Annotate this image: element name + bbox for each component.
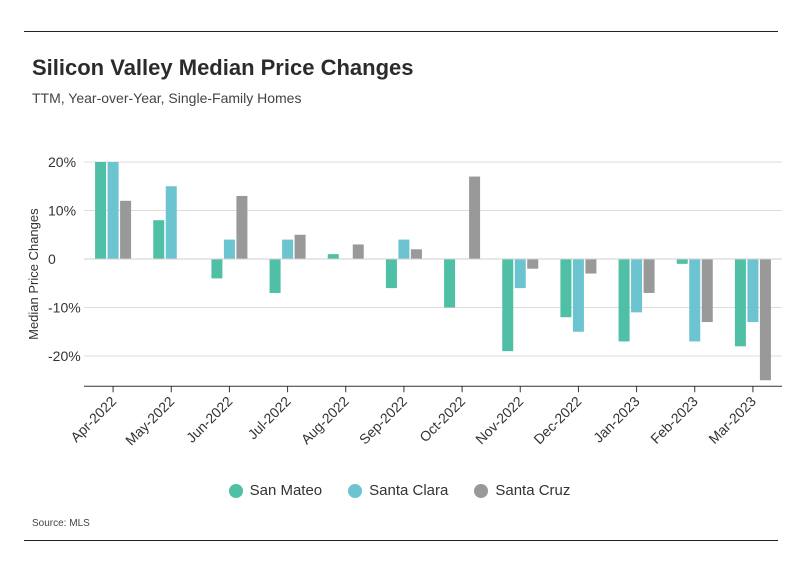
bar-santa-cruz-feb-2023	[701, 259, 713, 323]
x-tick-label: Oct-2022	[416, 393, 468, 445]
bar-santa-cruz-mar-2023	[759, 259, 771, 381]
bar-santa-clara-mar-2023	[747, 259, 759, 323]
bar-san-mateo-sep-2022	[385, 259, 397, 289]
bar-santa-clara-sep-2022	[398, 239, 410, 259]
bar-san-mateo-aug-2022	[327, 254, 339, 259]
legend-item-santa-cruz: Santa Cruz	[474, 482, 570, 499]
x-tick-label: Nov-2022	[472, 393, 526, 447]
x-tick-label: Jan-2023	[590, 393, 643, 446]
y-tick-label: 0	[48, 251, 56, 267]
legend-swatch	[348, 483, 363, 498]
bar-santa-cruz-dec-2022	[585, 259, 597, 274]
bar-san-mateo-jun-2022	[211, 259, 223, 279]
bar-san-mateo-dec-2022	[560, 259, 572, 318]
legend-item-santa-clara: Santa Clara	[348, 482, 448, 499]
bar-santa-cruz-nov-2022	[527, 259, 539, 269]
bar-santa-cruz-sep-2022	[410, 249, 422, 259]
bar-santa-clara-dec-2022	[572, 259, 584, 332]
bar-santa-cruz-jul-2022	[294, 234, 306, 259]
x-tick-label: Dec-2022	[530, 393, 584, 447]
bar-san-mateo-feb-2023	[676, 259, 688, 264]
bar-san-mateo-apr-2022	[95, 162, 107, 259]
top-rule	[24, 31, 778, 32]
bar-santa-clara-nov-2022	[514, 259, 526, 289]
bar-santa-clara-jan-2023	[631, 259, 643, 313]
y-tick-label: 20%	[48, 154, 76, 170]
x-tick-label: Feb-2023	[647, 393, 701, 447]
legend-swatch	[228, 483, 243, 498]
bar-chart: -20% -10% 0 10% 20% Median Price Changes Apr-2…	[26, 154, 782, 448]
bar-san-mateo-nov-2022	[502, 259, 514, 352]
bar-santa-clara-apr-2022	[107, 162, 119, 259]
y-tick-label: 10%	[48, 203, 76, 219]
bar-santa-clara-jun-2022	[223, 239, 235, 259]
bar-santa-cruz-apr-2022	[120, 200, 132, 259]
x-tick-label: Aug-2022	[298, 393, 352, 447]
chart-title: Silicon Valley Median Price Changes	[32, 55, 414, 80]
x-tick-label: Jun-2022	[183, 393, 236, 446]
x-tick-label: Apr-2022	[67, 393, 119, 445]
y-tick-label: -20%	[48, 348, 81, 364]
bar-san-mateo-oct-2022	[444, 259, 456, 308]
bar-santa-clara-feb-2023	[689, 259, 701, 342]
bar-santa-cruz-jan-2023	[643, 259, 655, 293]
bar-santa-cruz-aug-2022	[352, 244, 364, 259]
bar-santa-clara-jul-2022	[282, 239, 294, 259]
x-tick-label: Mar-2023	[705, 393, 759, 447]
legend-item-san-mateo: San Mateo	[228, 482, 323, 499]
x-tick-label: Sep-2022	[356, 393, 410, 447]
bar-san-mateo-may-2022	[153, 220, 165, 259]
y-axis-label: Median Price Changes	[26, 208, 41, 340]
legend-label: Santa Cruz	[495, 482, 571, 499]
x-tick-label: Jul-2022	[244, 393, 293, 442]
bar-santa-clara-may-2022	[165, 186, 177, 259]
bar-san-mateo-mar-2023	[734, 259, 746, 347]
bar-san-mateo-jan-2023	[618, 259, 630, 342]
source-note: Source: MLS	[32, 518, 90, 529]
x-tick-label: May-2022	[122, 393, 177, 448]
legend: San Mateo Santa Clara Santa Cruz	[0, 482, 799, 499]
legend-swatch	[474, 483, 489, 498]
bar-santa-cruz-oct-2022	[469, 176, 481, 259]
bar-santa-cruz-jun-2022	[236, 195, 248, 259]
chart-subtitle: TTM, Year-over-Year, Single-Family Homes	[32, 90, 302, 106]
bar-san-mateo-jul-2022	[269, 259, 281, 293]
y-tick-label: -10%	[48, 300, 81, 316]
legend-label: San Mateo	[249, 482, 323, 499]
legend-label: Santa Clara	[369, 482, 449, 499]
bottom-rule	[24, 540, 778, 541]
